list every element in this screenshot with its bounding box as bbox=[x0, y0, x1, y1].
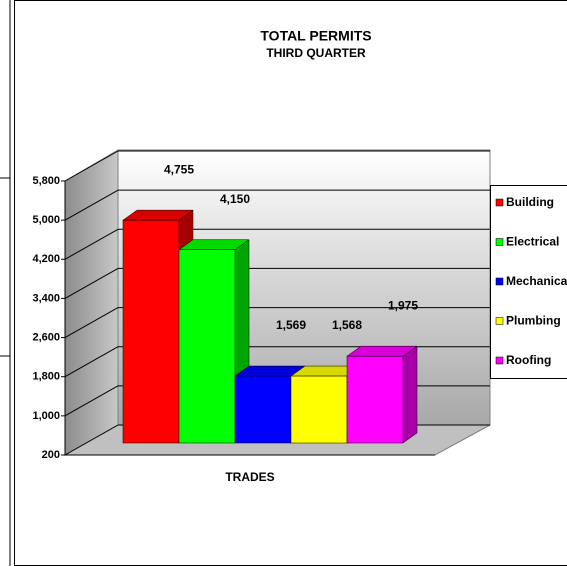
legend-label: Plumbing bbox=[506, 314, 561, 328]
grid-line bbox=[64, 385, 119, 417]
chart-title: TOTAL PERMITS bbox=[260, 28, 371, 44]
y-tick-label: 3,400 bbox=[32, 292, 60, 304]
bar bbox=[290, 375, 348, 444]
bar bbox=[346, 355, 404, 444]
legend-label: Roofing bbox=[506, 353, 551, 367]
grid-line bbox=[64, 424, 119, 456]
legend-swatch bbox=[495, 317, 504, 325]
grid-line bbox=[64, 346, 119, 378]
y-tick-label: 2,600 bbox=[32, 331, 60, 343]
bar-shade bbox=[179, 239, 249, 250]
y-tick-label: 1,000 bbox=[32, 410, 60, 422]
legend-label: Building bbox=[506, 195, 554, 209]
bar bbox=[122, 219, 180, 444]
bar-shade bbox=[403, 346, 417, 443]
legend-label: Electrical bbox=[506, 235, 559, 249]
data-label: 4,150 bbox=[220, 192, 250, 206]
data-label: 1,568 bbox=[332, 318, 362, 332]
grid-line bbox=[64, 150, 119, 182]
y-tick-label: 5,000 bbox=[32, 214, 60, 226]
bar-shade bbox=[123, 210, 193, 221]
chart-subtitle: THIRD QUARTER bbox=[266, 46, 366, 60]
side-wall bbox=[64, 149, 119, 456]
data-label: 1,975 bbox=[388, 298, 418, 312]
legend-swatch bbox=[495, 277, 504, 286]
y-tick-label: 5,800 bbox=[32, 175, 60, 187]
bar-shade bbox=[347, 346, 417, 357]
y-tick-label: 4,200 bbox=[32, 253, 60, 265]
grid-line bbox=[64, 228, 119, 260]
grid-line bbox=[64, 189, 119, 221]
legend-swatch bbox=[495, 356, 504, 365]
data-label: 4,755 bbox=[164, 162, 194, 176]
grid-line bbox=[64, 267, 119, 299]
x-axis-label: TRADES bbox=[225, 470, 274, 484]
y-tick-label: 1,800 bbox=[32, 371, 60, 383]
legend-swatch bbox=[495, 238, 504, 246]
bar-shade bbox=[235, 366, 305, 377]
legend-swatch bbox=[495, 198, 504, 207]
legend-label: Mechanical bbox=[506, 274, 567, 288]
data-label: 1,569 bbox=[276, 318, 306, 332]
bar bbox=[234, 375, 292, 444]
y-tick-label: 200 bbox=[42, 449, 60, 461]
bar bbox=[178, 249, 236, 444]
bar-shade bbox=[291, 366, 361, 377]
grid-line bbox=[64, 307, 119, 339]
